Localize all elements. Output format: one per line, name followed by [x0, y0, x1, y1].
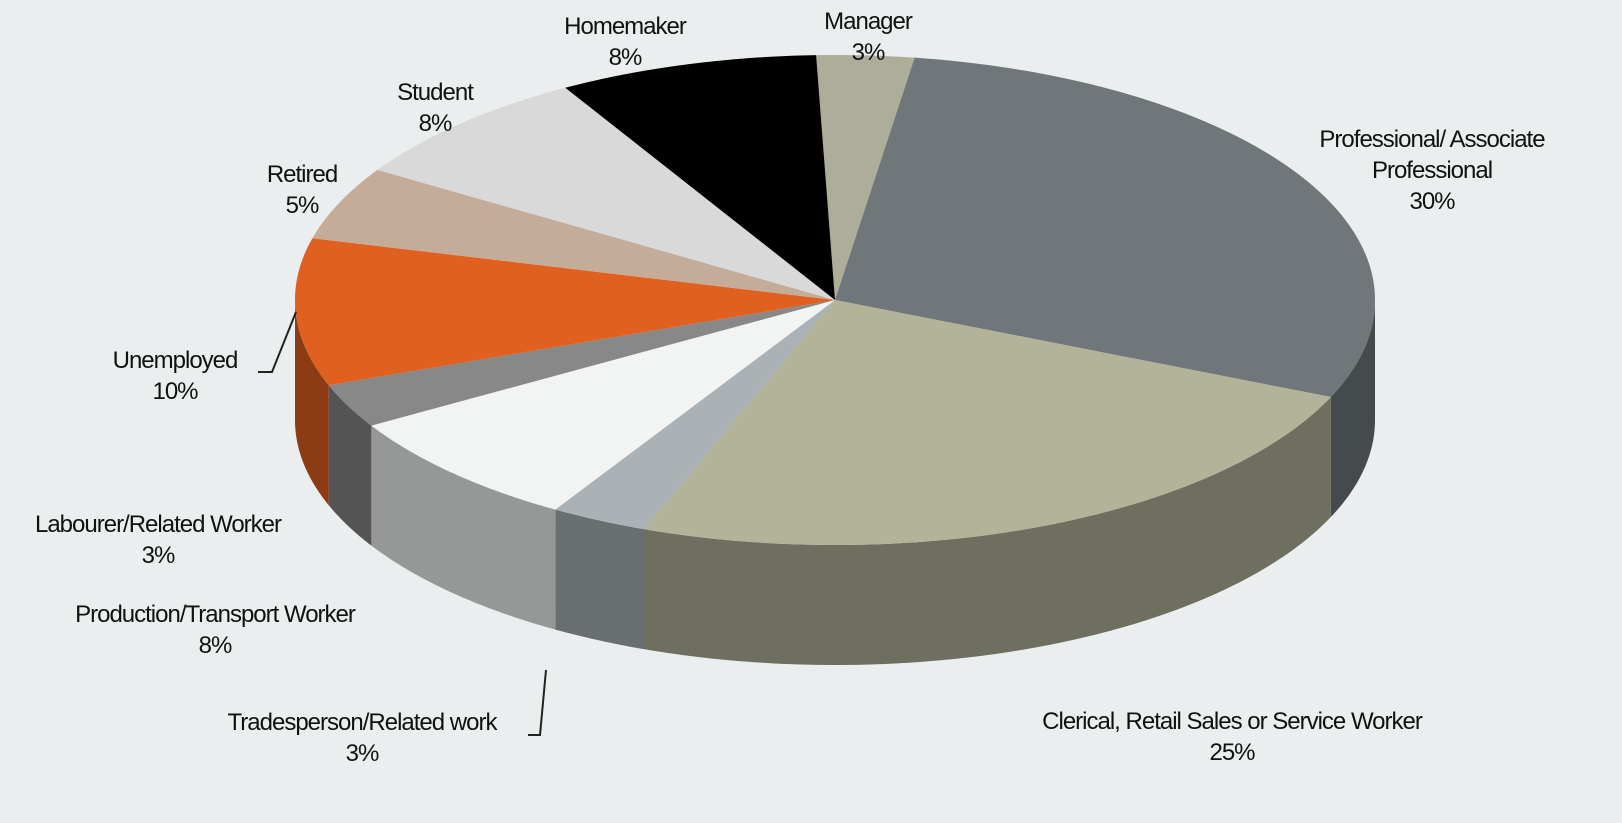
pie-slice-side [295, 300, 329, 506]
slice-label: Labourer/Related Worker 3% [0, 509, 318, 571]
value-label: 5% [285, 192, 320, 219]
pie-slice-side [328, 385, 372, 546]
pie-slice-side [555, 509, 645, 650]
category-label: Tradesperson/Related work [227, 709, 498, 736]
category-label: Manager [824, 8, 913, 35]
pie-slice [555, 300, 835, 530]
pie-slice [371, 300, 835, 510]
value-label: 3% [851, 39, 886, 66]
pie-slice [328, 300, 835, 426]
pie-slice [377, 87, 835, 300]
slice-label: Student 8% [355, 77, 515, 139]
category-label: Unemployed [112, 347, 239, 374]
slice-label: Clerical, Retail Sales or Service Worker… [1042, 706, 1423, 768]
pie-slice-side [371, 425, 556, 630]
pie-slice [644, 300, 1331, 545]
category-label: Retired [266, 161, 338, 188]
pie-slice-side [644, 397, 1331, 665]
leader-line [258, 311, 297, 373]
category-label: Production/Transport Worker [75, 601, 356, 628]
slice-label: Manager 3% [768, 6, 968, 68]
pie-slice [565, 55, 835, 300]
value-label: 10% [152, 378, 198, 405]
category-label: Clerical, Retail Sales or Service Worker [1042, 708, 1423, 735]
pie-tops [295, 55, 1375, 545]
slice-label: Production/Transport Worker 8% [25, 599, 405, 661]
value-label: 8% [198, 632, 233, 659]
slice-label: Tradesperson/Related work 3% [182, 707, 542, 769]
pie-slice [816, 55, 915, 300]
pie-slice [835, 57, 1375, 398]
category-label: Professional/ Associate Professional [1319, 126, 1545, 184]
pie-sides [295, 300, 1375, 665]
value-label: 25% [1209, 739, 1255, 766]
slice-label: Retired 5% [222, 159, 382, 221]
leader-line [528, 669, 547, 736]
pie-slice [312, 169, 835, 300]
value-label: 3% [345, 740, 380, 767]
category-label: Homemaker [564, 13, 687, 40]
category-label: Labourer/Related Worker [34, 511, 282, 538]
slice-label: Homemaker 8% [525, 11, 725, 73]
value-label: 30% [1409, 188, 1455, 215]
value-label: 3% [141, 542, 176, 569]
slice-label: Professional/ Associate Professional 30% [1292, 124, 1572, 217]
pie-slice-side [1330, 300, 1375, 518]
category-label: Student [397, 79, 474, 106]
value-label: 8% [418, 110, 453, 137]
pie-slice [295, 238, 835, 386]
slice-label: Unemployed 10% [75, 345, 275, 407]
value-label: 8% [608, 44, 643, 71]
